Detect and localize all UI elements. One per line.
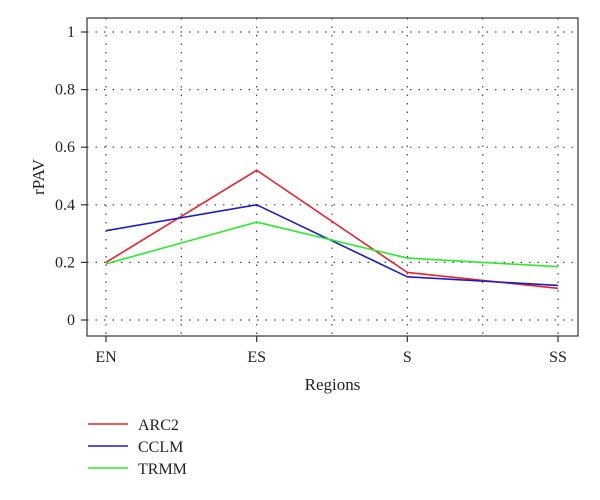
x-tick-label: ES (247, 349, 266, 366)
legend-label-trmm: TRMM (138, 461, 187, 478)
plot-frame (86, 17, 579, 337)
series-line-trmm (105, 221, 559, 268)
y-tick-label: 0.8 (55, 82, 75, 99)
series-lines (105, 169, 559, 290)
legend-label-cclm: CCLM (138, 439, 183, 456)
y-tick-label: 0.6 (55, 139, 75, 156)
y-tick-label: 1 (67, 24, 75, 41)
x-tick-label: EN (95, 349, 117, 366)
y-tick-label: 0 (67, 312, 75, 329)
legend: ARC2 CCLM TRMM (88, 417, 187, 478)
x-tick-label: SS (549, 349, 567, 366)
series-line-arc2 (105, 169, 559, 290)
y-axis-label: rPAV (29, 158, 48, 195)
legend-label-arc2: ARC2 (138, 417, 179, 434)
grid (87, 18, 578, 336)
x-tick-label: S (403, 349, 412, 366)
y-tick-label: 0.4 (55, 197, 75, 214)
x-axis-label: Regions (305, 375, 361, 394)
y-tick-label: 0.2 (55, 254, 75, 271)
